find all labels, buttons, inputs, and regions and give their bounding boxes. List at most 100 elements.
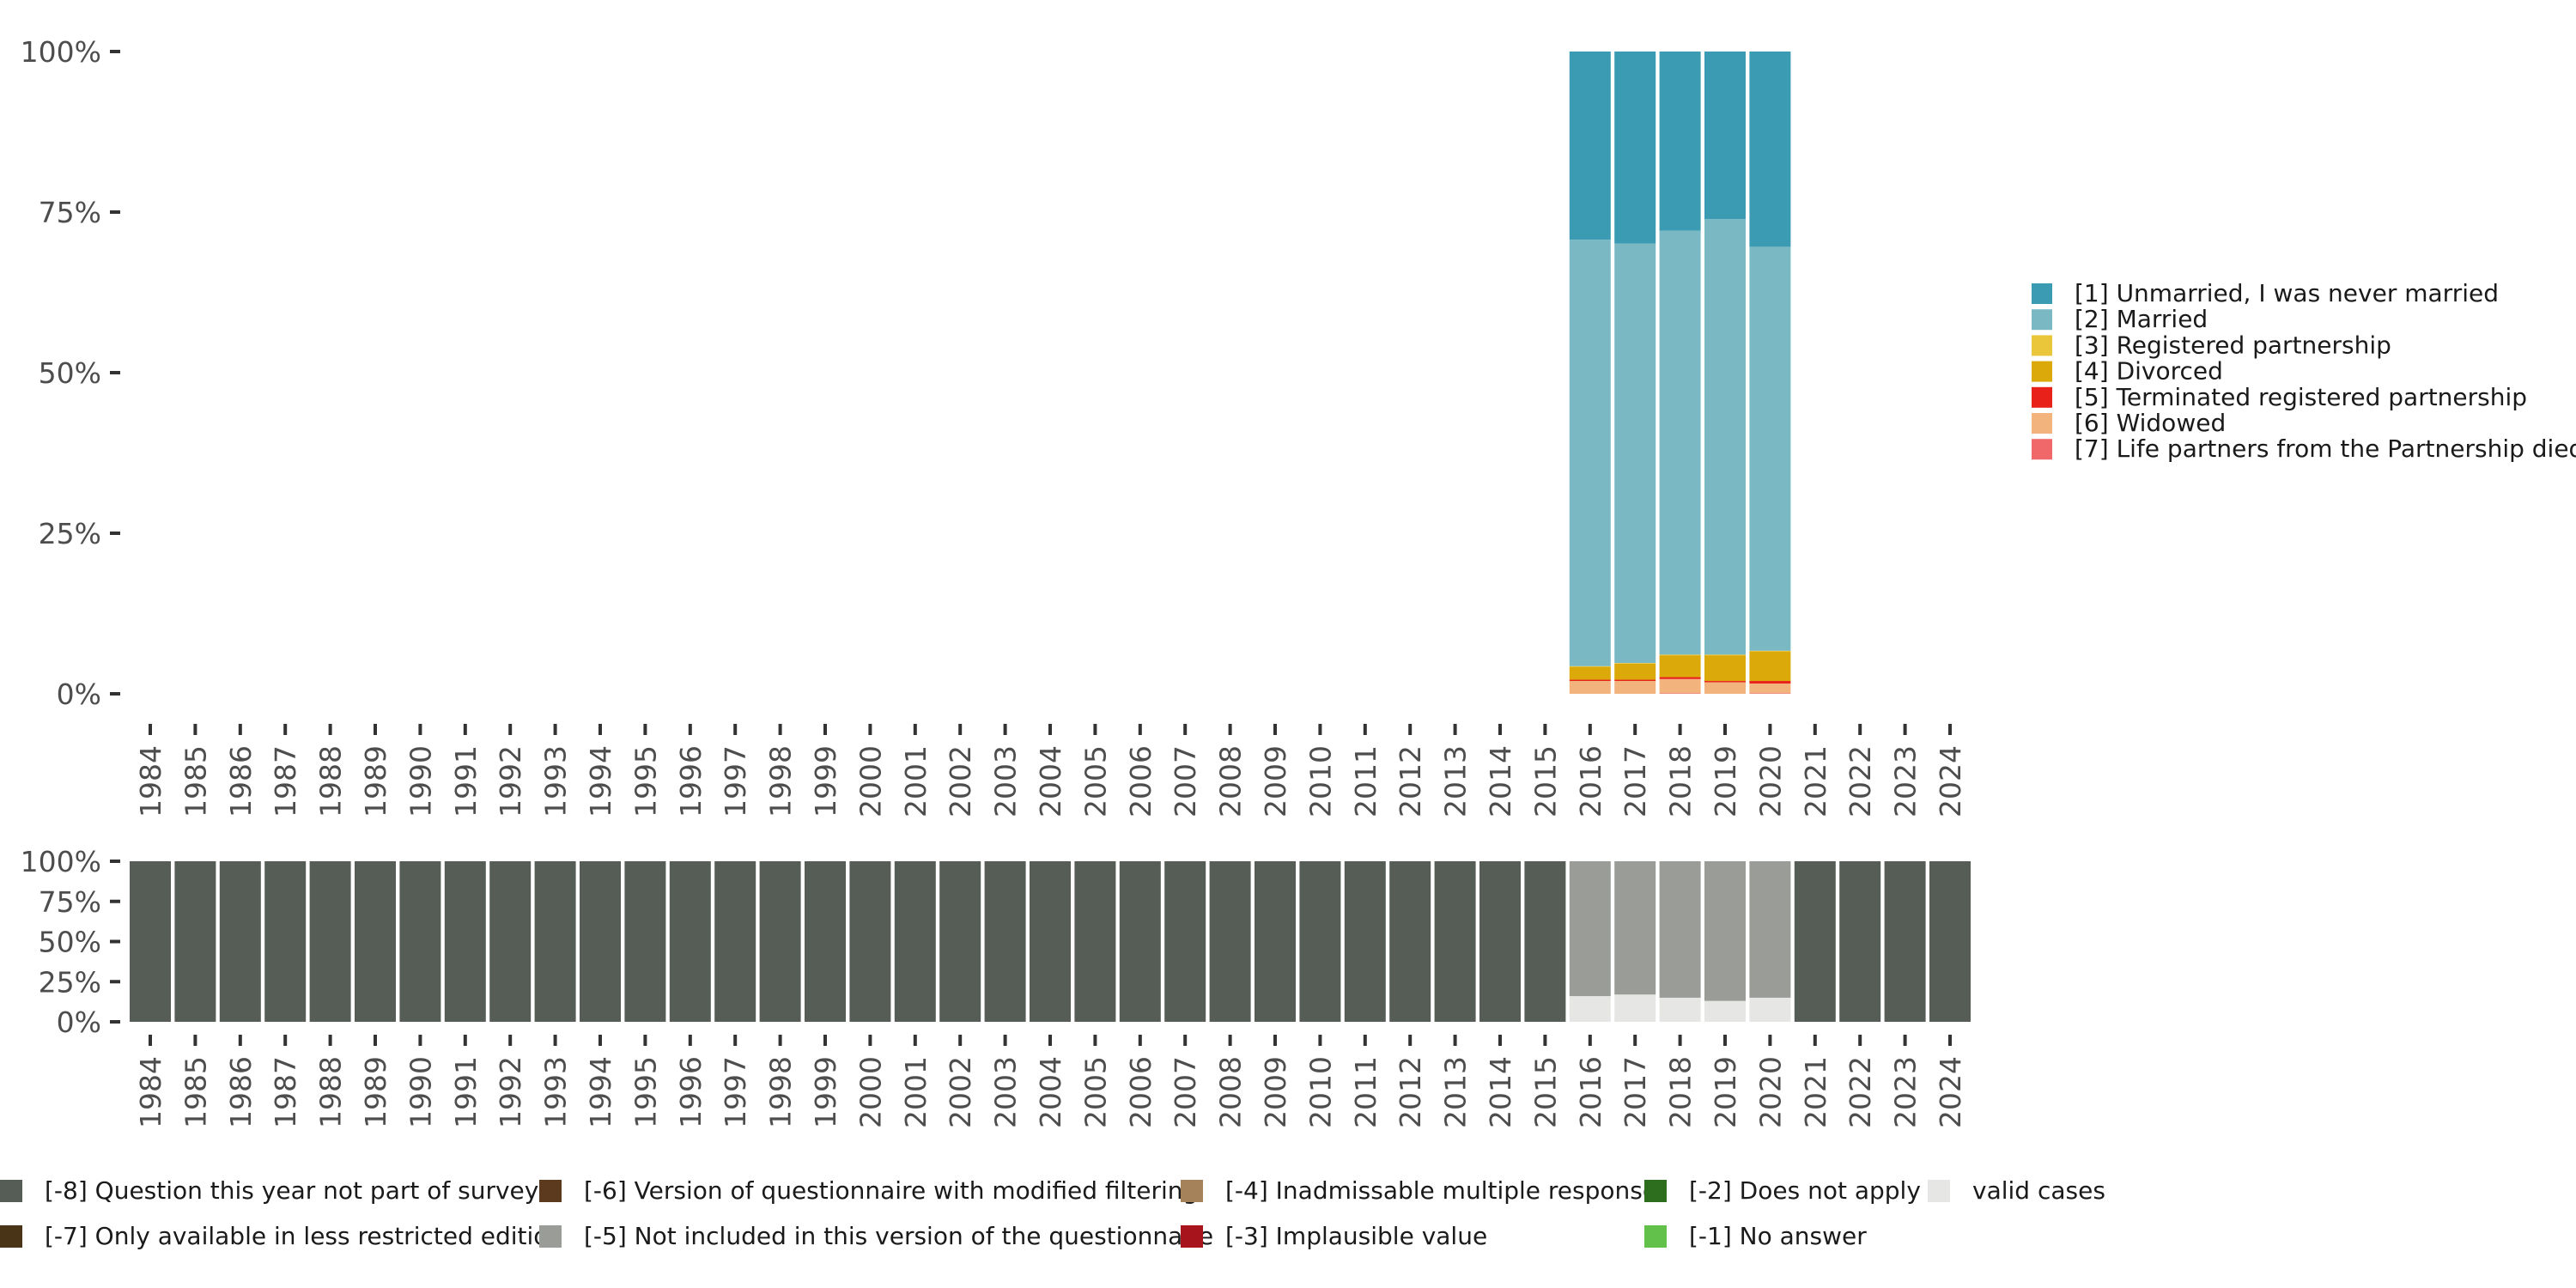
missing-legend-label: [-2] Does not apply: [1689, 1176, 1921, 1205]
missing-x-tick-label: 1987: [269, 1056, 302, 1128]
missing-legend-label: [-8] Question this year not part of surv…: [45, 1176, 538, 1205]
main-bar-segment: [1659, 654, 1701, 656]
missing-x-tick-label: 1991: [449, 1056, 483, 1128]
missing-x-tick-label: 1993: [539, 1056, 573, 1128]
main-x-tick-label: 2006: [1124, 745, 1157, 817]
main-bar-segment: [1749, 651, 1791, 682]
main-legend-label: [1] Unmarried, I was never married: [2075, 279, 2499, 307]
missing-bar-segment: [805, 861, 846, 1022]
main-x-tick-label: 2005: [1078, 745, 1112, 817]
missing-legend-swatch: [1644, 1180, 1667, 1202]
missing-bar-segment: [669, 861, 711, 1022]
main-legend-label: [7] Life partners from the Partnership d…: [2075, 434, 2576, 463]
missing-x-tick-label: 2021: [1799, 1056, 1832, 1128]
missing-legend-label: [-5] Not included in this version of the…: [584, 1222, 1213, 1250]
missing-x-tick-label: 2020: [1753, 1056, 1787, 1128]
missing-x-tick-label: 2024: [1934, 1056, 1967, 1128]
missing-x-tick-label: 2006: [1124, 1056, 1157, 1128]
missing-bar-segment: [489, 861, 532, 1022]
missing-bar-segment: [1569, 996, 1611, 1022]
main-x-tick-label: 2021: [1799, 745, 1832, 817]
main-x-tick-label: 1985: [179, 745, 212, 817]
main-bar-segment: [1614, 663, 1656, 680]
missing-bar-segment: [1794, 861, 1836, 1022]
missing-bar-segment: [1119, 861, 1161, 1022]
missing-bar-segment: [1074, 861, 1116, 1022]
missing-legend-swatch: [1181, 1180, 1203, 1202]
main-bar-segment: [1659, 230, 1701, 655]
missing-bar-segment: [1884, 861, 1926, 1022]
main-bar-segment: [1614, 52, 1656, 244]
missing-bar-segment: [1929, 861, 1971, 1022]
main-bar-segment: [1749, 246, 1791, 651]
missing-bar-segment: [1255, 861, 1296, 1022]
missing-legend-label: [-4] Inadmissable multiple response: [1225, 1176, 1657, 1205]
main-x-tick-label: 2010: [1303, 745, 1337, 817]
missing-bar-segment: [1164, 861, 1206, 1022]
main-x-tick-label: 2001: [899, 745, 933, 817]
main-x-tick-label: 2024: [1934, 745, 1967, 817]
missing-x-tick-label: 1984: [134, 1056, 167, 1128]
missing-x-tick-label: 1988: [314, 1056, 348, 1128]
missing-x-tick-label: 2022: [1844, 1056, 1877, 1128]
main-x-tick-label: 1988: [314, 745, 348, 817]
main-bar-segment: [1749, 650, 1791, 652]
main-x-tick-label: 2015: [1528, 745, 1562, 817]
missing-x-tick-label: 1999: [809, 1056, 842, 1128]
missing-bar-segment: [1434, 861, 1476, 1022]
missing-x-tick-label: 2015: [1528, 1056, 1562, 1128]
main-bar-segment: [1569, 666, 1611, 680]
missing-bar-segment: [714, 861, 756, 1022]
missing-bar-segment: [130, 861, 171, 1022]
main-x-tick-label: 2020: [1753, 745, 1787, 817]
main-x-tick-label: 1999: [809, 745, 842, 817]
main-legend-label: [3] Registered partnership: [2075, 331, 2391, 359]
main-x-tick-label: 2003: [989, 745, 1023, 817]
main-legend-swatch: [2032, 413, 2052, 434]
main-legend-label: [2] Married: [2075, 305, 2208, 333]
missing-x-tick-label: 2017: [1619, 1056, 1652, 1128]
missing-legend-swatch: [539, 1225, 562, 1248]
main-x-tick-label: 2004: [1034, 745, 1067, 817]
main-bar-segment: [1749, 52, 1791, 247]
missing-bar-segment: [939, 861, 981, 1022]
missing-x-tick-label: 2003: [989, 1056, 1023, 1128]
missing-bar-segment: [1614, 861, 1656, 995]
missing-bar-segment: [1704, 1000, 1746, 1022]
main-bar-segment: [1569, 665, 1611, 667]
main-bar-segment: [1569, 240, 1611, 666]
missing-y-tick-label: 75%: [39, 885, 101, 919]
missing-bar-segment: [444, 861, 486, 1022]
missing-bar-segment: [624, 861, 666, 1022]
missing-bar-segment: [1659, 861, 1701, 998]
main-bar-segment: [1659, 678, 1701, 694]
missing-bar-segment: [1749, 861, 1791, 998]
missing-legend-swatch: [539, 1180, 562, 1202]
missing-bar-segment: [849, 861, 891, 1022]
main-legend-swatch: [2032, 309, 2052, 331]
main-x-tick-label: 2012: [1394, 745, 1427, 817]
missing-x-tick-label: 2011: [1349, 1056, 1382, 1128]
main-bar-segment: [1749, 681, 1791, 684]
main-bar-segment: [1614, 679, 1656, 682]
missing-bar-segment: [1659, 997, 1701, 1022]
missing-x-tick-label: 2012: [1394, 1056, 1427, 1128]
main-bar-segment: [1659, 693, 1701, 694]
missing-x-tick-label: 1996: [674, 1056, 708, 1128]
missing-x-tick-label: 1989: [359, 1056, 392, 1128]
main-x-tick-label: 1993: [539, 745, 573, 817]
main-legend-swatch: [2032, 335, 2052, 356]
main-x-tick-label: 1990: [404, 745, 437, 817]
missing-legend-swatch: [0, 1180, 22, 1202]
missing-x-tick-label: 1990: [404, 1056, 437, 1128]
main-bar-segment: [1569, 679, 1611, 682]
main-x-tick-label: 1991: [449, 745, 483, 817]
main-bar-segment: [1704, 681, 1746, 683]
main-y-tick-label: 50%: [39, 356, 101, 390]
missing-bar-segment: [1569, 861, 1611, 997]
missing-bar-segment: [1839, 861, 1881, 1022]
missing-x-tick-label: 2010: [1303, 1056, 1337, 1128]
main-legend-label: [5] Terminated registered partnership: [2075, 383, 2527, 411]
main-y-tick-label: 25%: [39, 517, 101, 550]
